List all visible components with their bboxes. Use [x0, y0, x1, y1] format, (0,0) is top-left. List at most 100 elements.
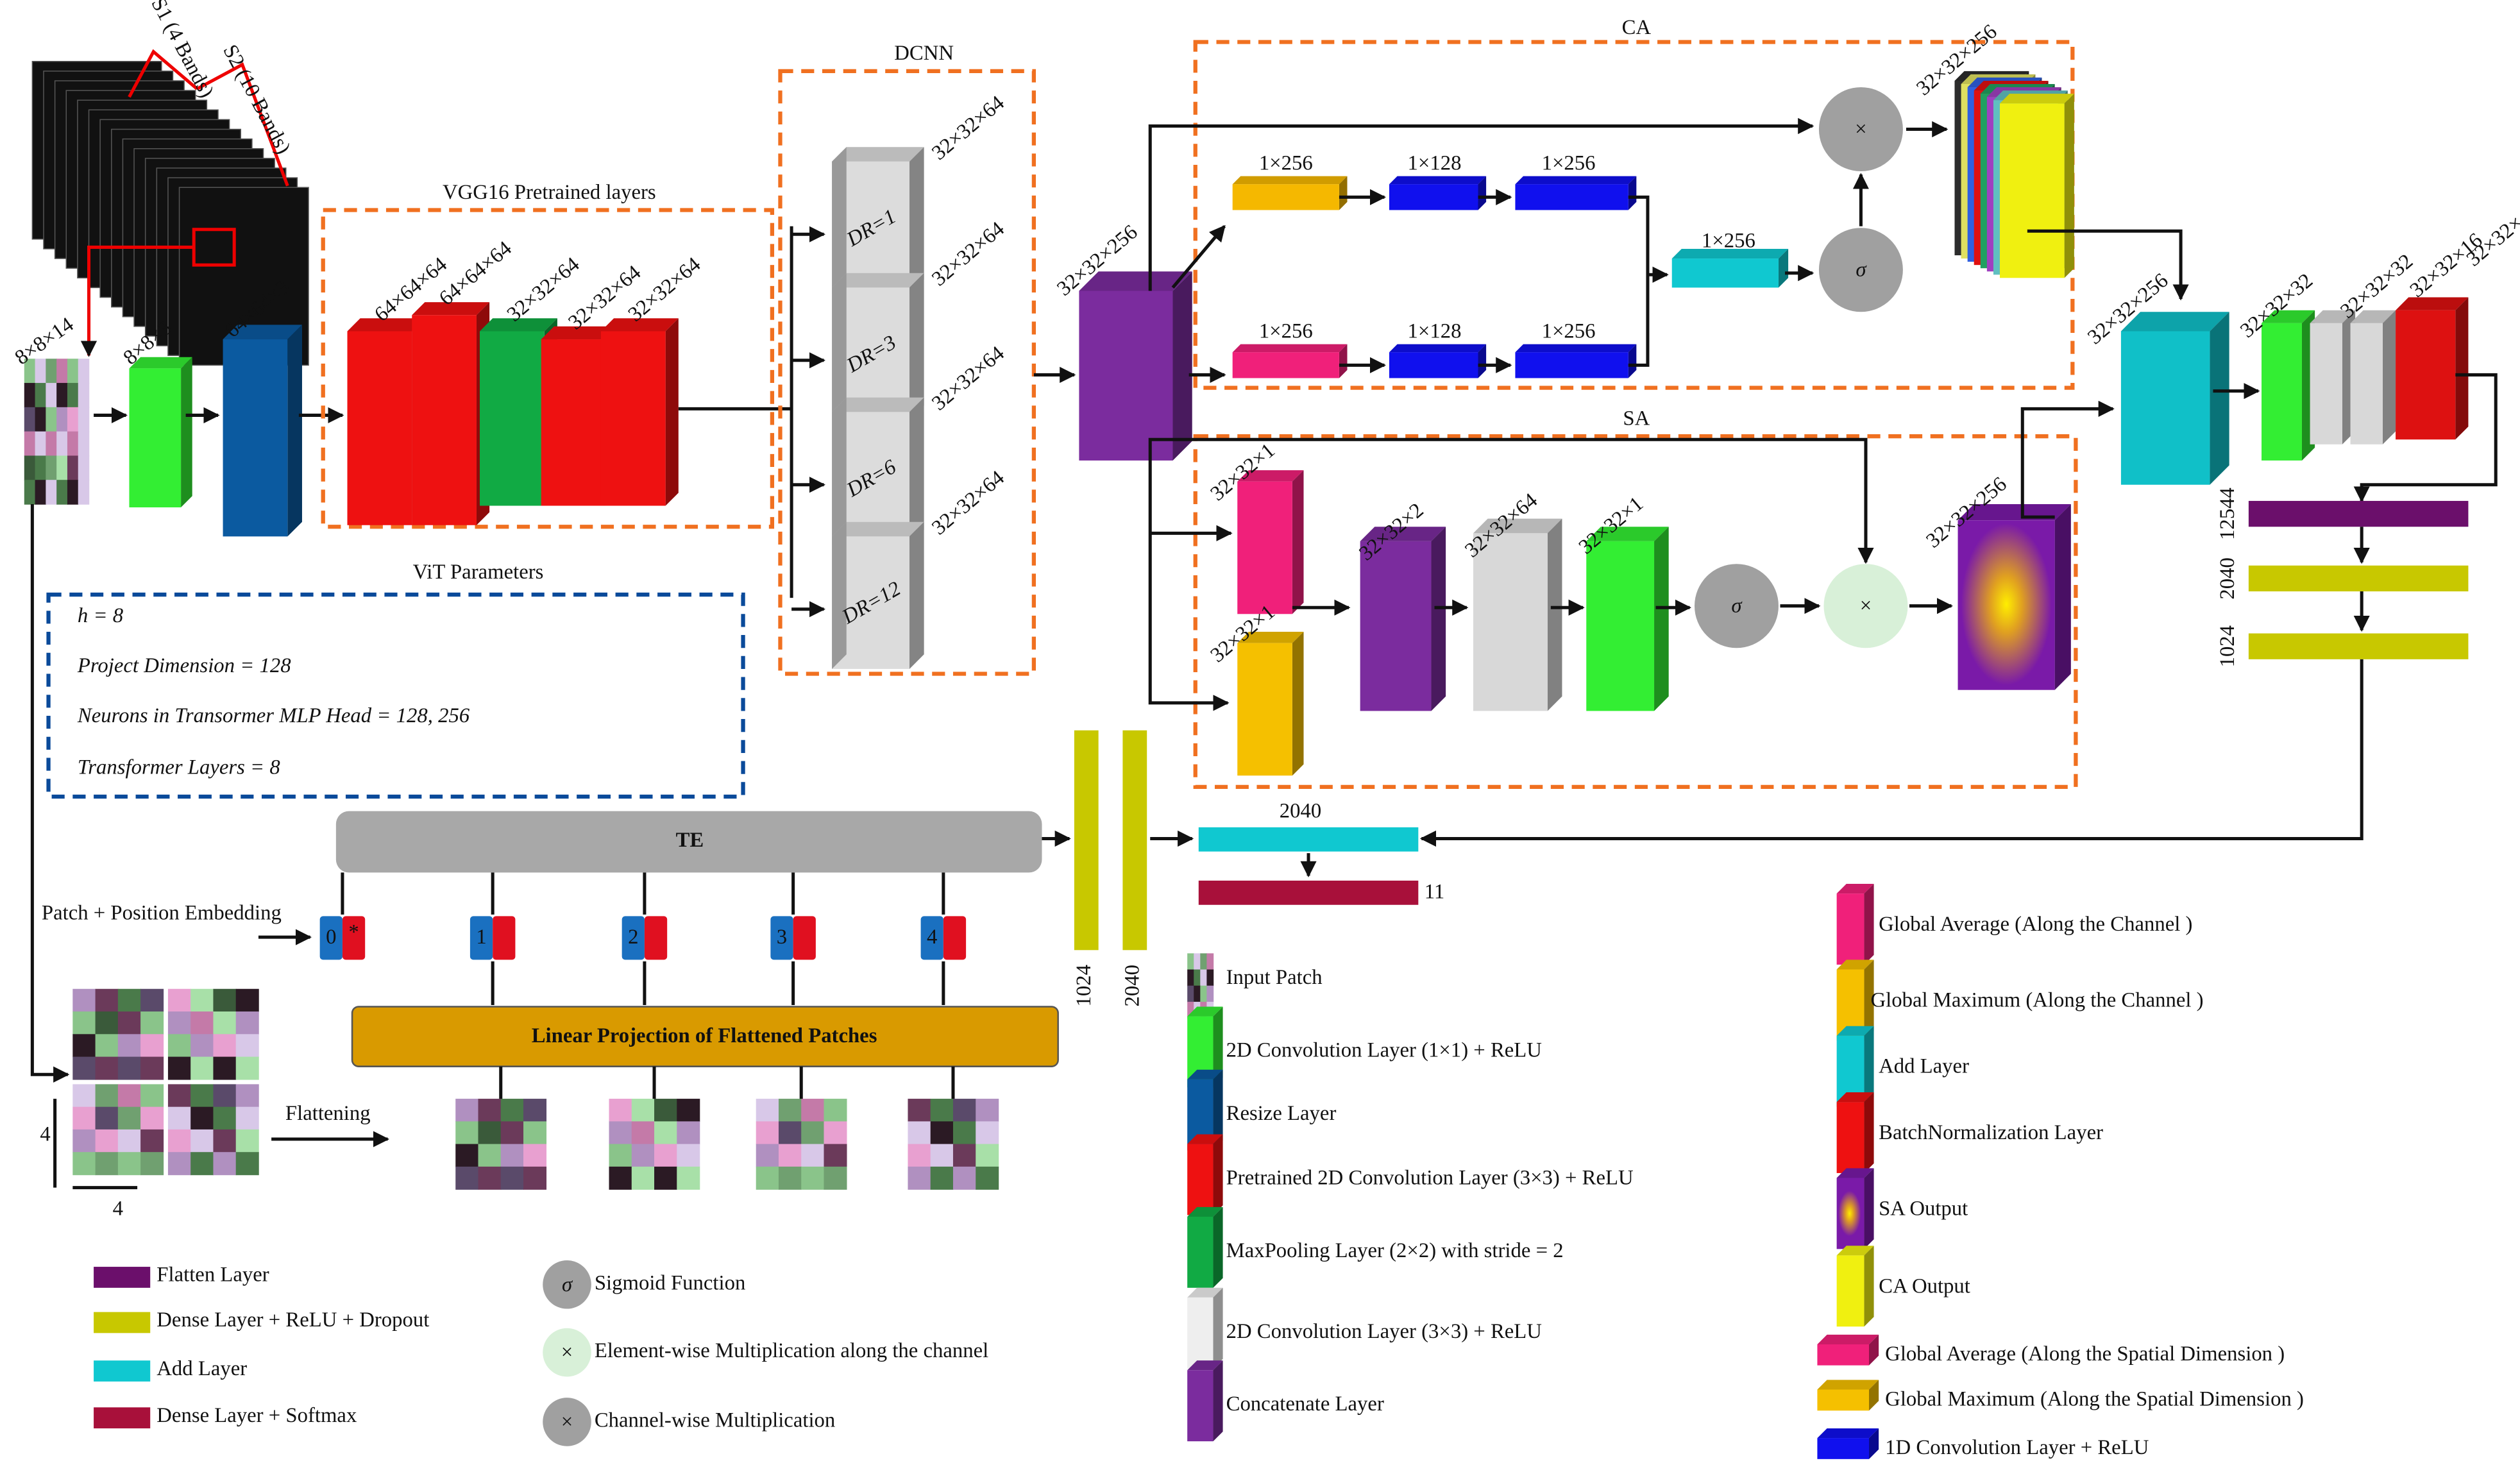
- layer-block: [1817, 1438, 1870, 1459]
- label: Channel-wise Multiplication: [595, 1409, 835, 1432]
- slab-edge: [832, 147, 847, 294]
- layer-block-top: [1817, 1428, 1879, 1439]
- layer-block-top: [2310, 310, 2356, 323]
- layer-block-side: [1431, 527, 1446, 711]
- layer-block-top: [1473, 518, 1562, 534]
- patch-pixel: [95, 1084, 119, 1108]
- patch-pixel: [72, 1056, 96, 1080]
- layer-block-side: [1213, 1006, 1223, 1088]
- patch-pixel: [523, 1144, 547, 1167]
- layer-block-side: [1864, 884, 1874, 965]
- patch-pixel: [167, 1106, 191, 1130]
- label: 1: [476, 926, 486, 949]
- patch-pixel: [67, 431, 79, 457]
- label: 2D Convolution Layer (3×3) + ReLU: [1226, 1320, 1542, 1343]
- label: Patch + Position Embedding: [42, 901, 282, 924]
- label: 1024: [2216, 625, 2239, 667]
- concat-bar: [1198, 827, 1419, 852]
- label: 11: [1425, 881, 1445, 904]
- layer-block-top: [1817, 1380, 1879, 1390]
- label: h = 8: [78, 604, 123, 627]
- label: Global Average (Along the Channel ): [1879, 913, 2192, 936]
- label: Pretrained 2D Convolution Layer (3×3) + …: [1226, 1167, 1634, 1190]
- layer-block: [2120, 331, 2210, 485]
- layer-block: [1187, 1370, 1213, 1442]
- op-symbol: σ: [562, 1273, 573, 1296]
- layer-block-top: [1187, 1134, 1223, 1144]
- patch-pixel: [167, 1084, 191, 1108]
- patch-pixel: [756, 1121, 779, 1145]
- label: 2040: [2216, 557, 2239, 599]
- patch-pixel: [213, 988, 237, 1012]
- label: 32×32×64: [927, 217, 1009, 291]
- layer-block: [1187, 1216, 1213, 1288]
- patch-pixel: [67, 359, 79, 384]
- patch-pixel: [778, 1166, 802, 1190]
- op-symbol: ×: [561, 1410, 573, 1434]
- connector: [1171, 224, 1226, 289]
- patch-pixel: [976, 1121, 999, 1145]
- layer-block-top: [1836, 1092, 1874, 1103]
- label: Concatenate Layer: [1226, 1392, 1384, 1416]
- patch-pixel: [95, 1034, 119, 1058]
- label: Dense Layer + Softmax: [156, 1404, 357, 1427]
- legend-swatch: [94, 1267, 151, 1288]
- layer-block: [1360, 541, 1432, 711]
- patch-pixel: [952, 1144, 976, 1167]
- connector: [2353, 373, 2498, 503]
- patch-pixel: [72, 1084, 96, 1108]
- softmax-bar: [1198, 880, 1419, 905]
- layer-block: [2262, 323, 2302, 461]
- label: 0: [326, 926, 336, 949]
- label: 32×32×64: [927, 91, 1009, 164]
- label: SA: [1623, 407, 1650, 430]
- patch-pixel: [78, 407, 90, 432]
- layer-block-top: [832, 147, 924, 162]
- patch-pixel: [190, 1084, 214, 1108]
- op-circle: [543, 1328, 591, 1377]
- op-circle: [1818, 87, 1903, 172]
- layer-block-top: [832, 521, 924, 537]
- op-symbol: σ: [1856, 258, 1867, 282]
- patch-pixel: [235, 1084, 259, 1108]
- patch-pixel: [56, 383, 68, 408]
- label: Project Dimension = 128: [77, 654, 291, 677]
- patch-pixel: [778, 1099, 802, 1122]
- patch-pixel: [631, 1166, 655, 1190]
- patch-pixel: [72, 1106, 96, 1130]
- layer-block-top: [1671, 248, 1789, 259]
- patch-pixel: [677, 1144, 700, 1167]
- layer-block: [2310, 323, 2342, 444]
- label: 2D Convolution Layer (1×1) + ReLU: [1226, 1039, 1542, 1062]
- patch-pixel: [235, 1034, 259, 1058]
- layer-block-top: [1187, 1287, 1223, 1298]
- layer-block-side: [181, 357, 192, 508]
- patch-link: [80, 245, 194, 357]
- patch-pixel: [1187, 1001, 1194, 1019]
- patch-pixel: [908, 1144, 931, 1167]
- patch-pixel: [1200, 953, 1208, 970]
- patch-pixel: [1206, 985, 1214, 1002]
- layer-block-top: [347, 318, 425, 332]
- label: Transformer Layers = 8: [78, 756, 280, 779]
- connector: [1419, 659, 2364, 847]
- patch-pixel: [140, 988, 164, 1012]
- dense-bar: [2248, 500, 2469, 527]
- connector: [30, 503, 70, 1083]
- patch-pixel: [654, 1144, 678, 1167]
- patch-pixel: [78, 480, 90, 505]
- position-token: [770, 916, 793, 960]
- label: *: [348, 921, 359, 944]
- patch-pixel: [1194, 969, 1201, 986]
- patch-pixel: [523, 1121, 547, 1145]
- layer-block-side: [909, 273, 924, 420]
- layer-block-side: [2054, 503, 2071, 690]
- label: 32×32×64: [927, 466, 1009, 539]
- patch-pixel: [140, 1011, 164, 1035]
- patch-pixel: [95, 1056, 119, 1080]
- layer-block-top: [1836, 1026, 1874, 1036]
- patch-pixel: [213, 1106, 237, 1130]
- legend-swatch: [94, 1312, 151, 1333]
- patch-pixel: [235, 1129, 259, 1153]
- patch-pixel: [95, 1011, 119, 1035]
